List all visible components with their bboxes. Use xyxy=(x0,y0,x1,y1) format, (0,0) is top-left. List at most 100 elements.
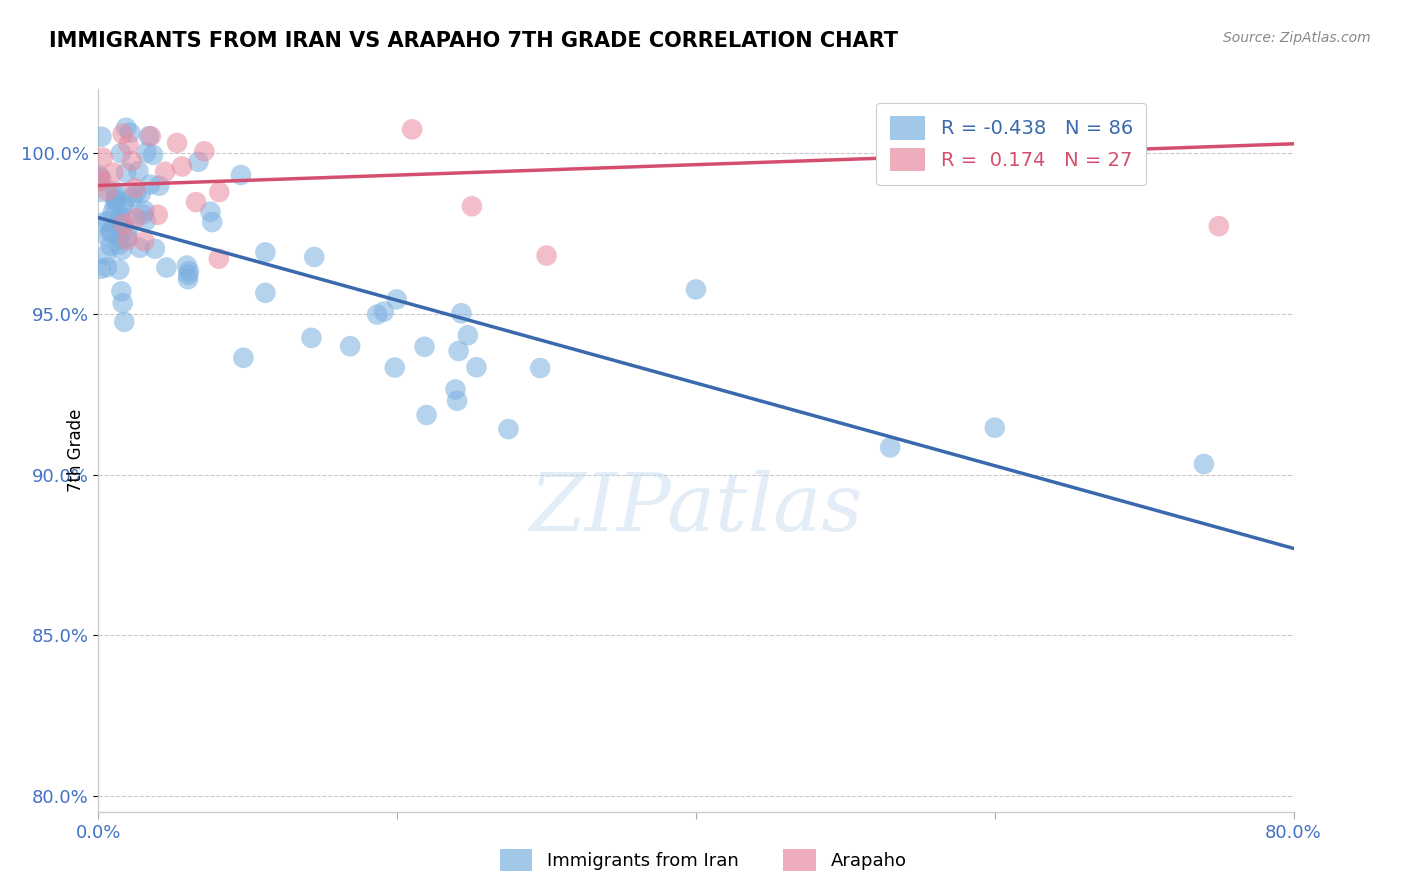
Point xyxy=(536,249,558,263)
Point xyxy=(127,164,149,178)
Point xyxy=(117,230,139,244)
Point xyxy=(385,293,408,307)
Point xyxy=(384,360,406,375)
Point xyxy=(105,193,128,207)
Point xyxy=(254,245,277,260)
Point xyxy=(96,184,118,198)
Point xyxy=(184,195,207,210)
Point xyxy=(125,186,148,201)
Point xyxy=(104,199,127,213)
Point xyxy=(120,126,142,140)
Point xyxy=(301,331,323,345)
Point xyxy=(208,252,231,266)
Point xyxy=(97,214,120,228)
Point xyxy=(121,153,143,168)
Point xyxy=(101,206,124,220)
Point xyxy=(135,145,157,160)
Point xyxy=(100,225,122,239)
Y-axis label: 7th Grade: 7th Grade xyxy=(66,409,84,492)
Point xyxy=(104,189,127,203)
Point xyxy=(98,224,121,238)
Point xyxy=(139,178,162,192)
Point xyxy=(128,241,150,255)
Point xyxy=(229,168,252,182)
Point xyxy=(134,234,156,248)
Point xyxy=(166,136,188,150)
Point xyxy=(90,261,112,276)
Point xyxy=(143,242,166,256)
Point xyxy=(170,160,193,174)
Point xyxy=(90,129,112,144)
Text: ZIPatlas: ZIPatlas xyxy=(529,469,863,547)
Point xyxy=(108,211,131,225)
Point xyxy=(87,168,110,182)
Point xyxy=(125,211,148,226)
Point xyxy=(373,304,395,318)
Point xyxy=(529,361,551,376)
Point xyxy=(465,360,488,375)
Point xyxy=(89,174,111,188)
Point xyxy=(107,215,129,229)
Point xyxy=(132,207,155,221)
Point xyxy=(153,165,176,179)
Point xyxy=(90,171,112,186)
Point xyxy=(461,199,484,213)
Point xyxy=(177,268,200,282)
Point xyxy=(110,233,132,247)
Point xyxy=(112,200,135,214)
Point xyxy=(96,229,118,244)
Point xyxy=(89,170,111,185)
Text: Source: ZipAtlas.com: Source: ZipAtlas.com xyxy=(1223,31,1371,45)
Point xyxy=(107,220,129,235)
Point xyxy=(447,344,470,359)
Point xyxy=(1192,457,1215,471)
Point xyxy=(401,122,423,136)
Point xyxy=(200,204,222,219)
Point xyxy=(135,214,157,228)
Point xyxy=(108,262,131,277)
Point xyxy=(134,203,156,218)
Point xyxy=(129,186,152,201)
Point xyxy=(124,181,146,195)
Point xyxy=(112,217,135,231)
Point xyxy=(139,129,162,144)
Point xyxy=(138,129,160,144)
Point xyxy=(111,243,134,257)
Point xyxy=(187,154,209,169)
Point xyxy=(110,285,132,299)
Point xyxy=(117,223,139,237)
Point xyxy=(208,185,231,199)
Point xyxy=(177,264,200,278)
Point xyxy=(415,408,437,422)
Point xyxy=(193,145,215,159)
Point xyxy=(177,272,200,286)
Point xyxy=(366,308,388,322)
Point xyxy=(984,114,1007,128)
Point xyxy=(115,120,138,135)
Point xyxy=(112,315,135,329)
Point xyxy=(100,239,122,253)
Point xyxy=(89,174,111,188)
Legend: Immigrants from Iran, Arapaho: Immigrants from Iran, Arapaho xyxy=(492,842,914,879)
Point xyxy=(112,197,135,211)
Point xyxy=(176,259,198,273)
Point xyxy=(339,339,361,353)
Point xyxy=(93,215,115,229)
Point xyxy=(498,422,520,436)
Point xyxy=(115,166,138,180)
Point xyxy=(142,148,165,162)
Point xyxy=(450,306,472,320)
Point xyxy=(1208,219,1230,234)
Point xyxy=(111,127,134,141)
Point xyxy=(110,146,132,161)
Point xyxy=(117,137,139,152)
Point xyxy=(104,194,127,208)
Point xyxy=(685,282,707,296)
Point xyxy=(446,393,468,408)
Point xyxy=(94,248,117,262)
Point xyxy=(115,233,138,247)
Legend: R = -0.438   N = 86, R =  0.174   N = 27: R = -0.438 N = 86, R = 0.174 N = 27 xyxy=(876,103,1146,185)
Point xyxy=(413,340,436,354)
Point xyxy=(201,215,224,229)
Point xyxy=(444,383,467,397)
